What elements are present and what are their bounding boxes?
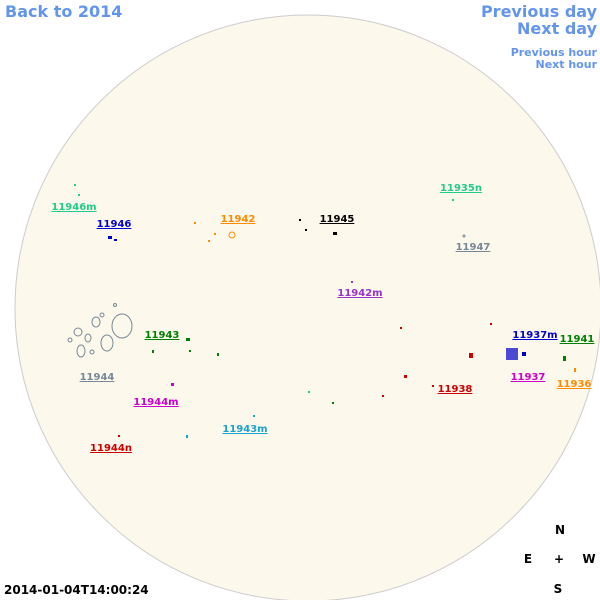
region-label: 11944 [80, 372, 115, 383]
region-label: 11944n [90, 443, 132, 454]
region-label: 11947 [456, 242, 491, 253]
region-label: 11945 [320, 214, 355, 225]
region-label: 11946m [51, 202, 96, 213]
next-day-link[interactable]: Next day [517, 19, 598, 38]
region-label: 11937m [512, 330, 557, 341]
region-label: 11943 [145, 330, 180, 341]
compass-center: + [554, 552, 564, 566]
region-label: 11944m [133, 397, 178, 408]
previous-day-link[interactable]: Previous day [481, 2, 598, 21]
back-link[interactable]: Back to 2014 [5, 2, 122, 21]
timestamp: 2014-01-04T14:00:24 [4, 583, 149, 597]
region-label: 11942 [221, 214, 256, 225]
previous-hour-link[interactable]: Previous hour [511, 46, 598, 59]
solar-disk [14, 14, 600, 600]
next-hour-link[interactable]: Next hour [536, 58, 598, 71]
region-label: 11943m [222, 424, 267, 435]
compass-north: N [555, 523, 565, 537]
region-label: 11937 [511, 372, 546, 383]
region-label: 11941 [560, 334, 595, 345]
region-label: 11935n [440, 183, 482, 194]
compass-south: S [554, 582, 563, 596]
spot-dots [74, 184, 576, 438]
region-label: 11936 [557, 379, 592, 390]
region-label: 11946 [97, 219, 132, 230]
compass-west: W [582, 552, 595, 566]
region-label: 11938 [438, 384, 473, 395]
spot-group [67, 234, 466, 358]
sunspots [67, 184, 576, 438]
region-label: 11942m [337, 288, 382, 299]
compass-east: E [524, 552, 532, 566]
compass: N E + W S [524, 523, 596, 596]
